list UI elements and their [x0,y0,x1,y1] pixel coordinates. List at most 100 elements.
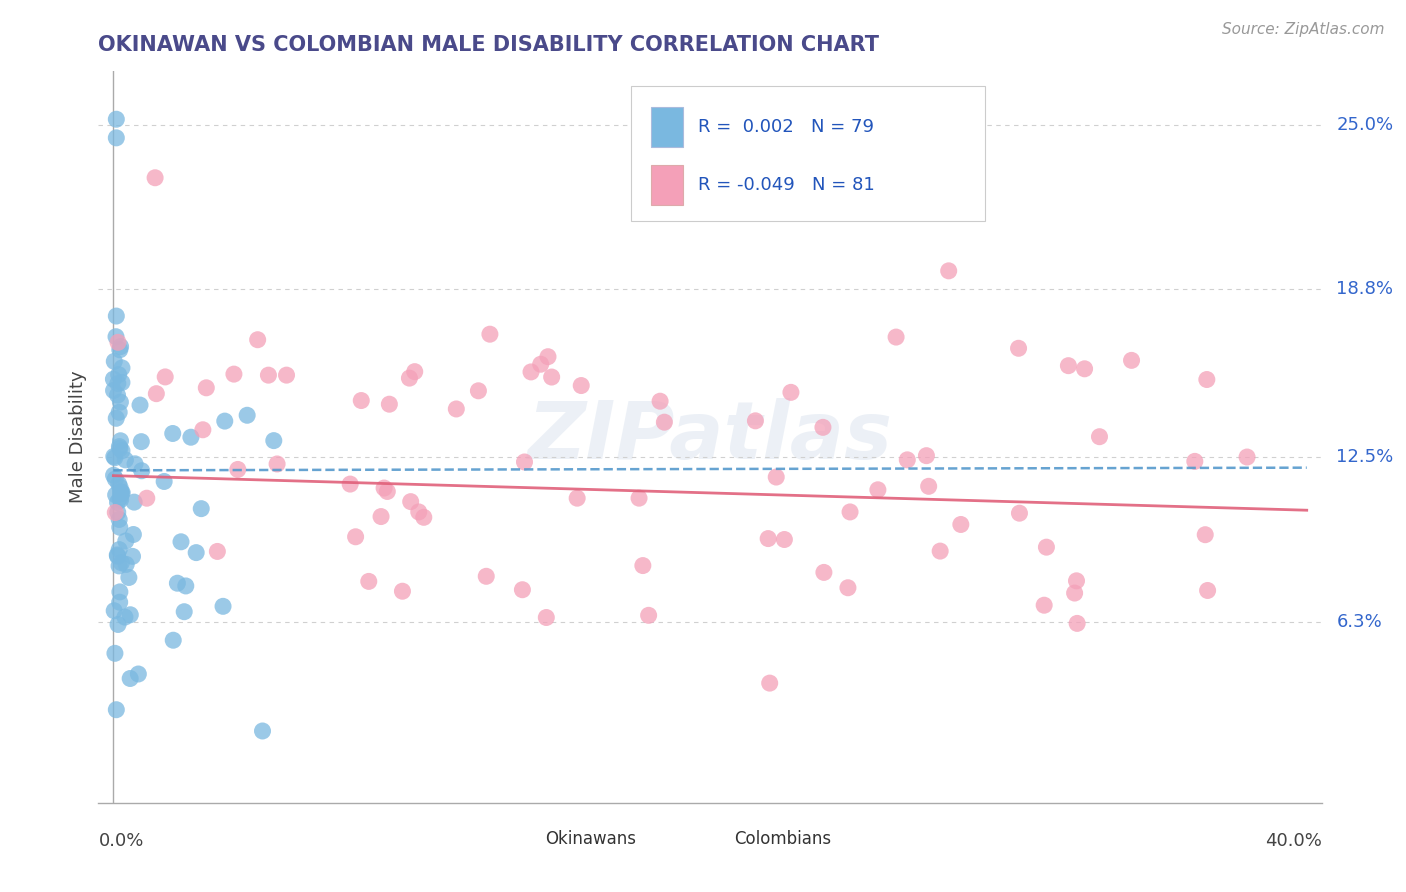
Point [1184,454,1206,468]
Point [744,414,766,428]
Point [103,384,125,398]
Point [866,483,889,497]
Point [104,646,127,660]
Point [108,595,131,609]
Point [107,617,129,632]
Point [108,491,131,505]
Point [111,485,134,500]
Point [1033,598,1056,612]
Point [839,505,862,519]
Point [236,409,259,423]
Point [246,333,269,347]
Point [1195,372,1218,386]
Point [105,309,128,323]
Point [773,533,796,547]
Text: 18.8%: 18.8% [1336,280,1393,299]
Point [628,491,651,505]
Point [114,453,136,467]
Point [537,350,560,364]
Point [105,548,128,562]
Point [153,475,176,489]
Point [408,505,430,519]
Point [104,450,127,465]
Point [127,667,149,681]
Point [121,549,143,564]
Point [105,411,128,425]
Point [513,455,536,469]
Point [222,367,245,381]
FancyBboxPatch shape [651,165,683,205]
Point [107,388,129,402]
Point [107,505,129,519]
Point [569,378,592,392]
Point [104,488,127,502]
Point [191,423,214,437]
Point [111,376,134,390]
Point [1008,506,1031,520]
FancyBboxPatch shape [515,830,538,849]
Point [654,415,676,429]
Point [1057,359,1080,373]
Point [143,170,166,185]
Point [103,372,125,386]
Point [1236,450,1258,464]
Text: 12.5%: 12.5% [1336,448,1393,466]
Point [173,605,195,619]
Point [186,546,208,560]
Point [110,485,132,500]
Text: Source: ZipAtlas.com: Source: ZipAtlas.com [1222,22,1385,37]
Point [276,368,298,383]
Point [370,509,392,524]
Text: R =  0.002   N = 79: R = 0.002 N = 79 [697,118,873,136]
Point [108,480,131,494]
Point [758,676,780,690]
Point [174,579,197,593]
Point [122,495,145,509]
Point [105,703,128,717]
Point [1073,361,1095,376]
Point [765,470,787,484]
Point [391,584,413,599]
Point [103,468,125,483]
Point [648,394,671,409]
Point [104,472,127,486]
Point [107,368,129,382]
Point [567,491,589,505]
Point [108,440,131,454]
FancyBboxPatch shape [704,830,728,849]
Point [949,517,972,532]
Point [938,264,960,278]
Point [375,484,398,499]
Point [110,484,132,499]
Point [378,397,401,411]
Point [207,544,229,558]
Point [103,450,125,464]
Point [110,434,132,448]
Point [105,131,128,145]
Point [120,672,142,686]
Point [114,533,136,548]
Point [780,385,803,400]
Point [1066,616,1088,631]
Point [252,723,274,738]
Point [837,581,859,595]
Point [266,457,288,471]
Point [107,376,129,391]
Point [108,520,131,534]
Point [153,370,176,384]
FancyBboxPatch shape [651,107,683,147]
Point [756,532,779,546]
Point [110,340,132,354]
Point [811,420,834,434]
Point [1194,527,1216,541]
Point [214,414,236,428]
Point [111,443,134,458]
Point [1088,430,1111,444]
Point [478,327,501,342]
Text: ZIPatlas: ZIPatlas [527,398,893,476]
Point [162,633,184,648]
Point [110,486,132,500]
Point [512,582,534,597]
Point [103,604,125,618]
Point [111,360,134,375]
